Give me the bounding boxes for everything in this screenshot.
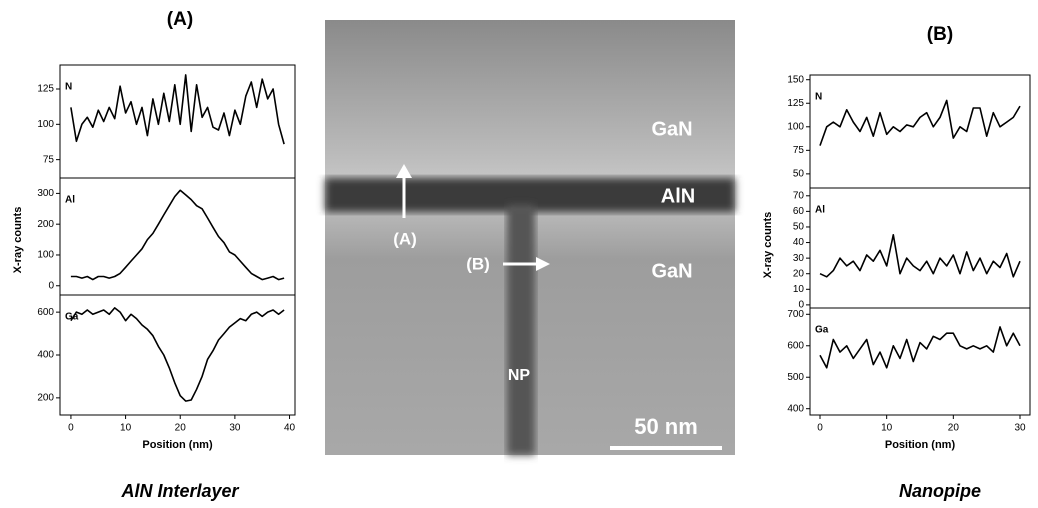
data-line [819, 234, 1021, 278]
subplot-name: N [815, 92, 822, 103]
data-line [819, 99, 1021, 146]
panel-title: (B) [927, 24, 953, 45]
panel-title: (A) [167, 9, 193, 30]
panel-caption: Nanopipe [899, 481, 981, 501]
data-line [70, 74, 285, 145]
y-tick-label: 60 [793, 206, 805, 217]
data-line [70, 307, 285, 402]
x-axis-label: Position (nm) [142, 439, 213, 451]
x-tick-label: 20 [175, 423, 187, 434]
arrow-b-head [536, 257, 550, 271]
y-tick-label: 300 [37, 188, 54, 199]
x-tick-label: 0 [817, 423, 823, 434]
y-tick-label: 600 [787, 340, 804, 351]
subplot-frame [809, 74, 1031, 189]
subplot-frame [809, 187, 1031, 309]
y-tick-label: 70 [793, 190, 805, 201]
data-line [70, 189, 285, 281]
tem-image: GaN AlN GaN (A) (B) NP 50 nm [325, 20, 735, 455]
subplot-name: N [65, 82, 72, 93]
nanopipe-band [507, 205, 535, 455]
y-tick-label: 10 [793, 284, 805, 295]
image-label: (B) [466, 254, 490, 273]
x-tick-label: 30 [1014, 423, 1026, 434]
x-tick-label: 0 [68, 423, 74, 434]
y-tick-label: 200 [37, 219, 54, 230]
x-tick-label: 40 [284, 423, 296, 434]
subplot-name: Ga [65, 312, 79, 323]
y-tick-label: 500 [787, 372, 804, 383]
y-axis-label: X-ray counts [762, 212, 774, 279]
y-tick-label: 125 [37, 84, 54, 95]
image-label: AlN [661, 185, 695, 207]
y-tick-label: 700 [787, 309, 804, 320]
y-tick-label: 150 [787, 74, 804, 85]
y-tick-label: 100 [787, 121, 804, 132]
y-tick-label: 400 [787, 403, 804, 414]
y-axis-label: X-ray counts [12, 207, 24, 274]
y-tick-label: 0 [48, 280, 54, 291]
image-label: (A) [393, 229, 417, 248]
panel-caption: AlN Interlayer [120, 481, 239, 501]
y-tick-label: 75 [43, 154, 55, 165]
y-tick-label: 200 [37, 392, 54, 403]
image-label: GaN [651, 260, 692, 282]
subplot-frame [809, 307, 1031, 416]
y-tick-label: 20 [793, 268, 805, 279]
y-tick-label: 400 [37, 350, 54, 361]
image-label: GaN [651, 118, 692, 140]
scale-label: 50 nm [634, 414, 698, 439]
image-label: NP [508, 367, 531, 384]
y-tick-label: 50 [793, 222, 805, 233]
x-tick-label: 30 [229, 423, 241, 434]
subplot-name: Al [815, 205, 825, 216]
subplot-name: Ga [815, 325, 829, 336]
subplot-name: Al [65, 195, 75, 206]
y-tick-label: 100 [37, 250, 54, 261]
x-axis-label: Position (nm) [885, 439, 956, 451]
y-tick-label: 30 [793, 253, 805, 264]
y-tick-label: 125 [787, 98, 804, 109]
x-tick-label: 10 [881, 423, 893, 434]
y-tick-label: 600 [37, 307, 54, 318]
y-tick-label: 50 [793, 169, 805, 180]
y-tick-label: 100 [37, 119, 54, 130]
y-tick-label: 75 [793, 145, 805, 156]
arrow-a-head [396, 164, 412, 178]
data-line [819, 326, 1021, 369]
y-tick-label: 0 [798, 300, 804, 311]
y-tick-label: 40 [793, 237, 805, 248]
x-tick-label: 20 [948, 423, 960, 434]
x-tick-label: 10 [120, 423, 132, 434]
